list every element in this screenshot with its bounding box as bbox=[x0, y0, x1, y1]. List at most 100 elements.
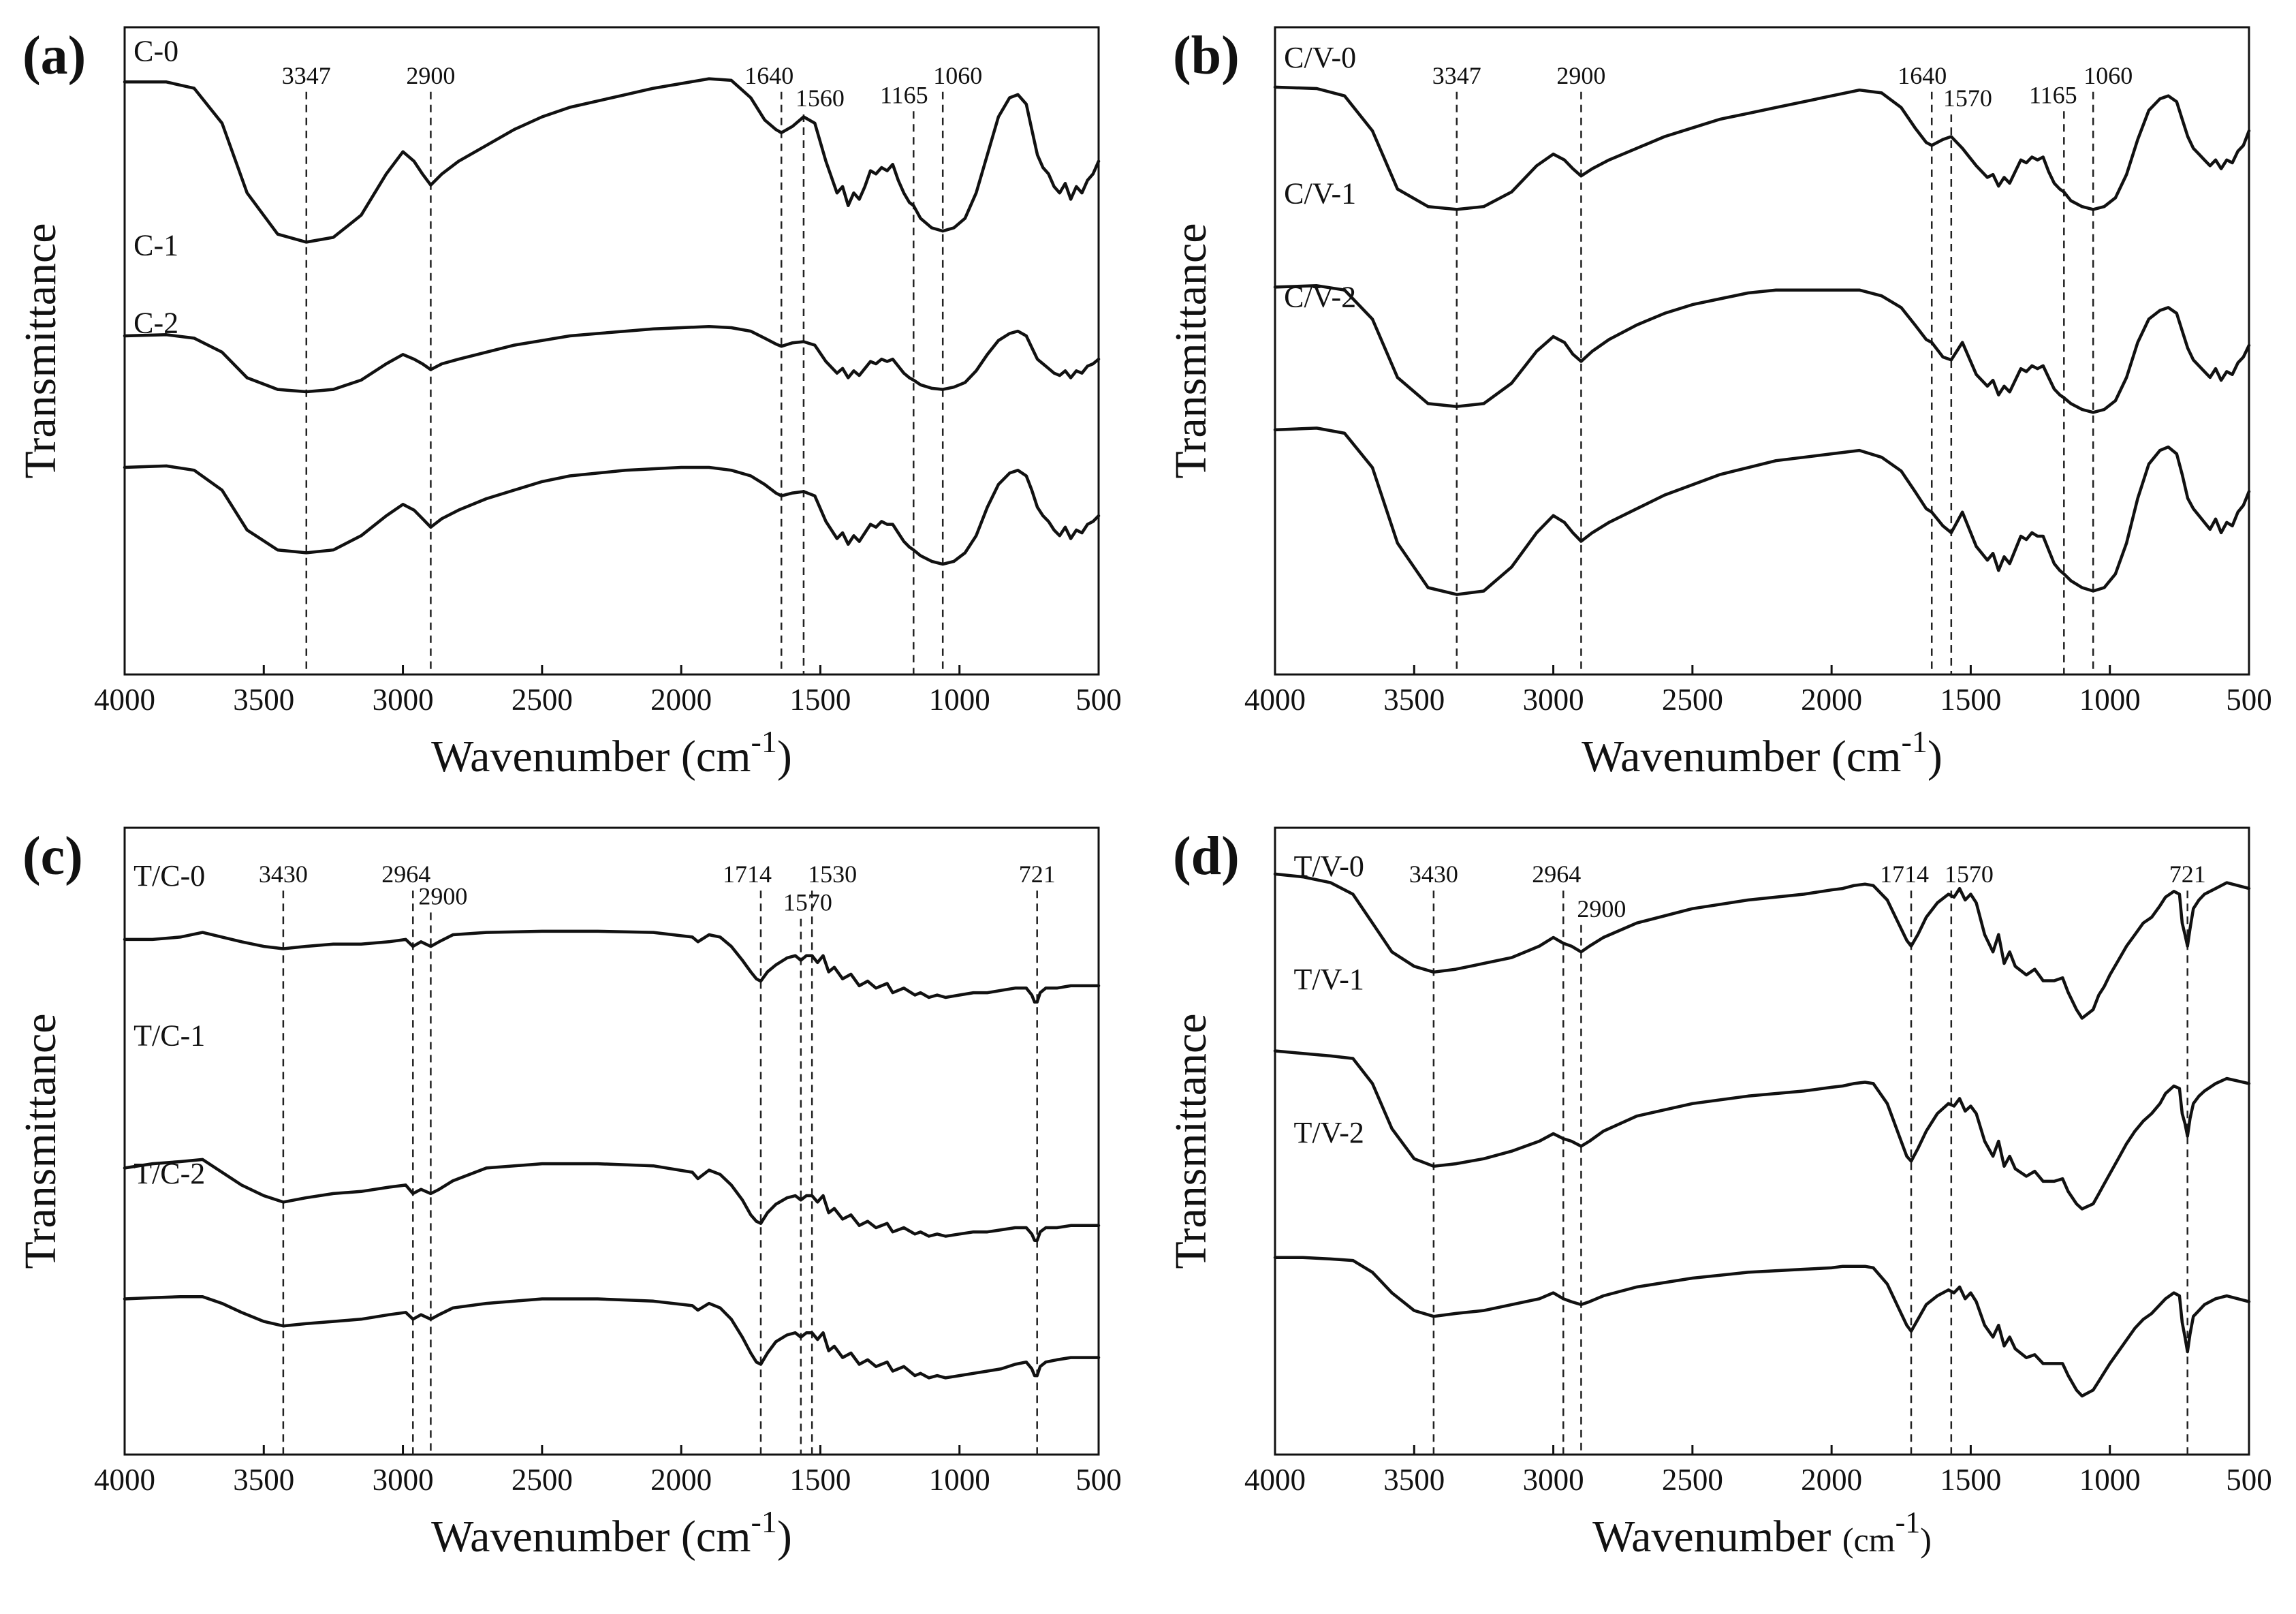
panel-label-d: (d) bbox=[1173, 826, 1240, 886]
x-tick-label-b-2000: 2000 bbox=[1801, 683, 1862, 717]
x-tick-label-d-3000: 3000 bbox=[1523, 1463, 1584, 1497]
peak-label-c-2964: 2964 bbox=[381, 860, 430, 888]
x-tick-label-a-500: 500 bbox=[1075, 683, 1122, 717]
spectrum-c-v-1 bbox=[1273, 284, 2251, 414]
peak-label-b-1640: 1640 bbox=[1898, 62, 1947, 89]
x-tick-label-c-3000: 3000 bbox=[373, 1463, 434, 1497]
spectrum-t-v-1 bbox=[1273, 1049, 2251, 1211]
peak-label-d-1714: 1714 bbox=[1880, 860, 1929, 888]
peak-label-a-3347: 3347 bbox=[282, 62, 331, 89]
spectrum-c-v-0 bbox=[1273, 85, 2251, 211]
peak-label-c-1530: 1530 bbox=[808, 860, 857, 888]
x-tick-label-b-1000: 1000 bbox=[2079, 683, 2141, 717]
panel-c: (c) 4000 3500 3000 2500 2000 1500 1000 500 Wavenu… bbox=[16, 826, 1122, 1562]
plot-frame-c bbox=[123, 826, 1100, 1456]
x-tick-label-a-1000: 1000 bbox=[929, 683, 990, 717]
peak-label-a-1165: 1165 bbox=[880, 81, 928, 108]
y-axis-title-c: Transmittance bbox=[16, 1013, 65, 1269]
peak-label-a-1560: 1560 bbox=[796, 84, 845, 112]
x-tick-label-a-3000: 3000 bbox=[373, 683, 434, 717]
x-tick-label-c-2000: 2000 bbox=[650, 1463, 712, 1497]
peak-label-b-1165: 1165 bbox=[2029, 81, 2077, 108]
x-tick-label-b-3000: 3000 bbox=[1523, 683, 1584, 717]
peak-label-b-1060: 1060 bbox=[2083, 62, 2133, 89]
peak-label-a-1640: 1640 bbox=[744, 62, 793, 89]
y-axis-title-b: Transmittance bbox=[1166, 223, 1216, 478]
x-tick-label-d-2500: 2500 bbox=[1662, 1463, 1723, 1497]
x-tick-label-c-500: 500 bbox=[1075, 1463, 1122, 1497]
peak-label-b-1570: 1570 bbox=[1943, 84, 1992, 112]
panel-label-a: (a) bbox=[22, 26, 86, 86]
series-label-t-v-2: T/V-2 bbox=[1293, 1116, 1364, 1149]
peak-label-d-1570: 1570 bbox=[1945, 860, 1994, 888]
series-label-c-v-1: C/V-1 bbox=[1284, 176, 1356, 210]
x-tick-label-d-1000: 1000 bbox=[2079, 1463, 2141, 1497]
panel-a: (a) 4000 3500 3000 2500 2000 1500 1000 500 Wavenu… bbox=[16, 26, 1122, 781]
x-tick-label-d-1500: 1500 bbox=[1940, 1463, 2001, 1497]
series-label-t-c-0: T/C-0 bbox=[133, 859, 205, 893]
x-axis-title-d: Wavenumber (cm-1) bbox=[1592, 1506, 1932, 1562]
series-label-c-1: C-1 bbox=[133, 228, 178, 262]
x-tick-label-b-1500: 1500 bbox=[1940, 683, 2001, 717]
x-tick-label-a-4000: 4000 bbox=[94, 683, 155, 717]
peak-label-b-3347: 3347 bbox=[1432, 62, 1481, 89]
spectrum-c-0 bbox=[123, 77, 1101, 244]
x-tick-label-b-3500: 3500 bbox=[1383, 683, 1445, 717]
peak-label-a-1060: 1060 bbox=[933, 62, 982, 89]
series-label-t-v-0: T/V-0 bbox=[1293, 850, 1364, 883]
peak-label-d-2900: 2900 bbox=[1577, 895, 1626, 922]
plot-frame-b bbox=[1274, 26, 2250, 676]
peak-label-c-721: 721 bbox=[1019, 860, 1056, 888]
plot-frame-d bbox=[1274, 826, 2250, 1456]
peak-label-c-3430: 3430 bbox=[259, 860, 308, 888]
x-tick-label-b-4000: 4000 bbox=[1244, 683, 1306, 717]
x-tick-label-d-500: 500 bbox=[2226, 1463, 2272, 1497]
x-tick-label-d-3500: 3500 bbox=[1383, 1463, 1445, 1497]
series-label-c-v-2: C/V-2 bbox=[1284, 280, 1356, 313]
x-tick-label-b-2500: 2500 bbox=[1662, 683, 1723, 717]
spectrum-c-v-2 bbox=[1273, 426, 2251, 596]
spectrum-t-v-0 bbox=[1273, 872, 2251, 1020]
spectrum-c-1 bbox=[123, 325, 1101, 394]
peak-label-d-3430: 3430 bbox=[1409, 860, 1458, 888]
y-axis-title-a: Transmittance bbox=[16, 223, 65, 478]
peak-label-d-721: 721 bbox=[2169, 860, 2206, 888]
plot-frame-a bbox=[123, 26, 1100, 676]
y-axis-title-d: Transmittance bbox=[1166, 1013, 1216, 1269]
x-axis-title-a: Wavenumber (cm-1) bbox=[431, 724, 792, 781]
series-label-c-0: C-0 bbox=[133, 34, 178, 67]
panel-b: (b) 4000 3500 3000 2500 2000 1500 1000 500 Wavenu… bbox=[1166, 26, 2272, 781]
x-tick-label-b-500: 500 bbox=[2226, 683, 2272, 717]
peak-label-c-1570: 1570 bbox=[783, 889, 832, 916]
x-tick-label-c-4000: 4000 bbox=[94, 1463, 155, 1497]
x-tick-label-c-2500: 2500 bbox=[512, 1463, 573, 1497]
series-label-t-c-1: T/C-1 bbox=[133, 1019, 205, 1053]
series-label-c-2: C-2 bbox=[133, 306, 178, 339]
series-label-c-v-0: C/V-0 bbox=[1284, 41, 1356, 74]
x-axis-title-c: Wavenumber (cm-1) bbox=[431, 1504, 792, 1562]
spectrum-t-c-0 bbox=[123, 929, 1101, 1004]
peak-label-a-2900: 2900 bbox=[406, 62, 455, 89]
peak-label-b-2900: 2900 bbox=[1556, 62, 1605, 89]
peak-label-c-1714: 1714 bbox=[723, 860, 772, 888]
x-tick-label-c-1000: 1000 bbox=[929, 1463, 990, 1497]
x-tick-label-a-2500: 2500 bbox=[512, 683, 573, 717]
series-label-t-v-1: T/V-1 bbox=[1293, 963, 1364, 996]
x-tick-label-a-3500: 3500 bbox=[233, 683, 294, 717]
x-tick-label-c-1500: 1500 bbox=[789, 1463, 851, 1497]
peak-label-d-2964: 2964 bbox=[1532, 860, 1581, 888]
peak-label-c-2900: 2900 bbox=[418, 882, 467, 910]
x-tick-label-d-4000: 4000 bbox=[1244, 1463, 1306, 1497]
spectrum-c-2 bbox=[123, 464, 1101, 566]
x-tick-label-a-2000: 2000 bbox=[650, 683, 712, 717]
x-axis-title-b: Wavenumber (cm-1) bbox=[1582, 724, 1943, 781]
spectrum-t-c-1 bbox=[123, 1158, 1101, 1242]
x-tick-label-c-3500: 3500 bbox=[233, 1463, 294, 1497]
spectrum-t-v-2 bbox=[1273, 1256, 2251, 1398]
series-label-t-c-2: T/C-2 bbox=[133, 1157, 205, 1190]
panel-label-b: (b) bbox=[1173, 26, 1240, 86]
panel-label-c: (c) bbox=[22, 826, 83, 886]
x-tick-label-d-2000: 2000 bbox=[1801, 1463, 1862, 1497]
x-tick-label-a-1500: 1500 bbox=[789, 683, 851, 717]
